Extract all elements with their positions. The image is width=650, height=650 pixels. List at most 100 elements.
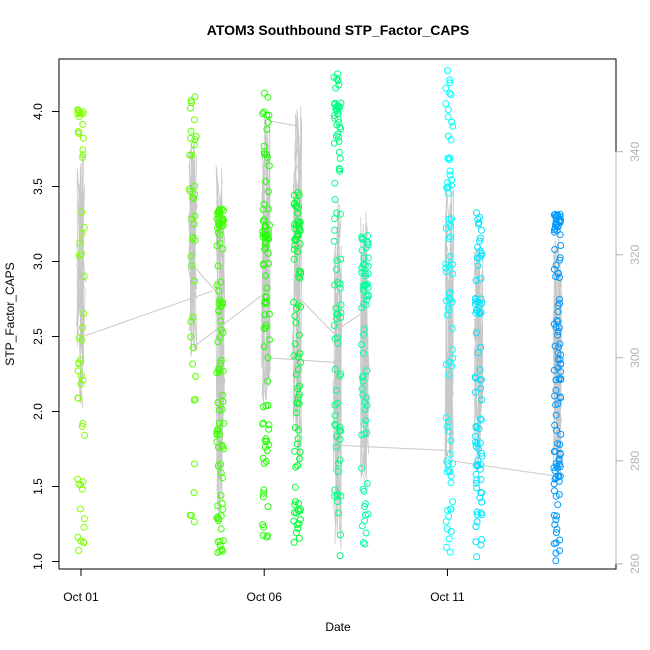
data-point bbox=[191, 182, 198, 190]
data-point bbox=[361, 540, 369, 548]
data-point bbox=[360, 331, 367, 339]
data-point bbox=[445, 371, 453, 379]
data-point bbox=[187, 318, 195, 325]
data-point bbox=[556, 547, 563, 555]
data-point bbox=[445, 512, 453, 520]
data-point bbox=[214, 229, 222, 237]
data-point bbox=[215, 419, 223, 427]
data-point bbox=[449, 260, 457, 268]
data-point bbox=[291, 225, 299, 232]
data-point bbox=[360, 325, 368, 333]
data-point bbox=[476, 415, 484, 423]
data-point bbox=[553, 219, 561, 227]
data-point bbox=[214, 338, 222, 346]
data-point bbox=[442, 100, 450, 108]
right-tick-label: 260 bbox=[628, 554, 642, 574]
data-point bbox=[337, 301, 345, 309]
data-point bbox=[190, 489, 198, 497]
data-point bbox=[331, 412, 339, 420]
data-point bbox=[265, 162, 273, 170]
data-point bbox=[294, 353, 302, 361]
data-point bbox=[551, 448, 559, 455]
y-axis-label: STP_Factor_CAPS bbox=[3, 262, 17, 365]
data-point bbox=[260, 216, 268, 224]
data-point bbox=[473, 254, 481, 262]
data-point bbox=[550, 464, 558, 472]
data-point bbox=[478, 299, 486, 307]
data-point bbox=[362, 292, 370, 300]
y-tick-label: 3.0 bbox=[31, 253, 45, 270]
data-point bbox=[187, 511, 195, 519]
data-point bbox=[189, 360, 197, 368]
data-point bbox=[291, 220, 298, 228]
x-tick-label: Oct 06 bbox=[247, 590, 283, 604]
data-point bbox=[333, 257, 341, 265]
line-segment bbox=[76, 152, 86, 408]
data-point bbox=[446, 79, 454, 87]
right-axis: 260 280 300 320 340 bbox=[615, 141, 642, 574]
data-point bbox=[219, 391, 226, 399]
data-point bbox=[294, 209, 301, 217]
data-point bbox=[296, 218, 304, 226]
data-point bbox=[358, 341, 366, 348]
data-point bbox=[445, 535, 453, 543]
data-point bbox=[331, 401, 339, 409]
data-point bbox=[337, 125, 345, 133]
data-point bbox=[75, 547, 83, 554]
data-point bbox=[554, 440, 561, 448]
data-point bbox=[219, 245, 227, 253]
data-point bbox=[557, 242, 565, 249]
data-point bbox=[477, 476, 485, 483]
data-point bbox=[446, 450, 454, 458]
data-point bbox=[361, 511, 369, 519]
data-point bbox=[362, 529, 370, 537]
data-point bbox=[553, 426, 561, 434]
data-point bbox=[477, 384, 485, 392]
data-point bbox=[337, 309, 345, 316]
data-point bbox=[442, 414, 450, 422]
data-point bbox=[219, 474, 226, 482]
data-point bbox=[363, 280, 371, 288]
data-point bbox=[263, 153, 271, 161]
x-axis: Oct 01 Oct 06 Oct 11 bbox=[63, 568, 465, 604]
data-point bbox=[78, 208, 86, 216]
data-point bbox=[217, 460, 225, 468]
data-point bbox=[445, 215, 453, 223]
data-point bbox=[191, 460, 198, 468]
data-point bbox=[446, 76, 454, 84]
data-point bbox=[472, 538, 480, 546]
data-point bbox=[478, 536, 486, 543]
y-axis: 1.0 1.5 2.0 2.5 3.0 3.5 4.0 bbox=[31, 103, 60, 570]
data-point bbox=[291, 340, 299, 348]
data-point bbox=[446, 468, 454, 476]
connector-line bbox=[80, 290, 214, 338]
data-point bbox=[554, 501, 562, 509]
data-point bbox=[445, 235, 453, 243]
data-point bbox=[358, 264, 366, 272]
data-point bbox=[295, 391, 303, 399]
y-tick-label: 3.5 bbox=[31, 178, 45, 195]
data-point bbox=[556, 463, 564, 471]
data-point bbox=[473, 553, 481, 561]
data-point bbox=[554, 318, 562, 326]
data-point bbox=[190, 116, 198, 124]
data-point bbox=[364, 262, 372, 270]
data-point bbox=[294, 301, 302, 309]
data-point bbox=[187, 252, 195, 260]
data-point bbox=[557, 351, 565, 359]
connector-line bbox=[192, 290, 269, 348]
data-point bbox=[259, 489, 267, 497]
data-point bbox=[292, 463, 300, 471]
data-point bbox=[473, 440, 481, 448]
data-point bbox=[265, 441, 273, 449]
data-point bbox=[330, 139, 338, 147]
data-point bbox=[190, 194, 198, 202]
data-point bbox=[448, 346, 456, 354]
data-point bbox=[443, 543, 450, 551]
right-tick-label: 320 bbox=[628, 244, 642, 264]
data-point bbox=[360, 254, 368, 262]
data-point bbox=[216, 219, 224, 227]
data-point bbox=[556, 274, 563, 281]
data-point bbox=[335, 148, 343, 156]
